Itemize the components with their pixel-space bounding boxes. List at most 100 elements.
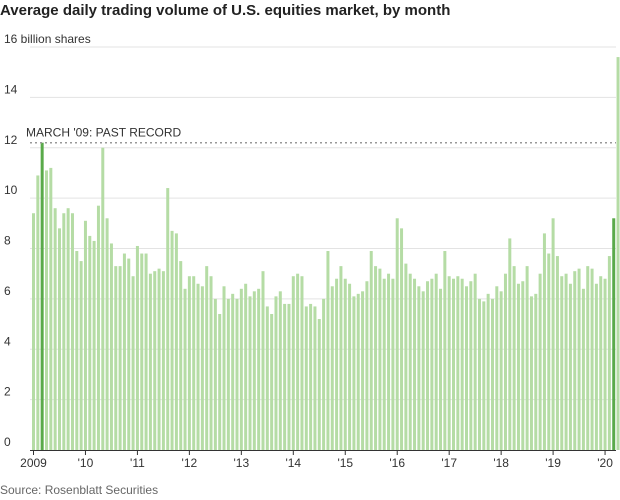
bar	[542, 233, 546, 450]
bar	[322, 298, 326, 451]
bar	[209, 276, 213, 450]
bar	[594, 283, 598, 450]
y-tick-label: 0	[4, 435, 11, 449]
bar	[369, 251, 373, 450]
bar	[278, 291, 282, 450]
y-tick-label: 16 billion shares	[4, 32, 91, 46]
bar	[218, 313, 222, 450]
bar	[309, 303, 313, 450]
bar	[205, 266, 209, 450]
bar	[62, 213, 66, 450]
bar	[607, 256, 611, 450]
bar	[421, 291, 425, 450]
bar	[560, 276, 564, 450]
y-tick-label: 2	[4, 385, 11, 399]
bar	[79, 261, 83, 450]
bar	[382, 278, 386, 450]
bar	[529, 296, 533, 450]
bar	[456, 276, 460, 450]
bar	[352, 296, 356, 450]
bar	[430, 278, 434, 450]
bar	[413, 278, 417, 450]
bars	[32, 57, 620, 451]
bar	[170, 230, 174, 450]
bar	[387, 273, 391, 450]
bar	[153, 271, 157, 450]
bar	[482, 301, 486, 450]
bar	[265, 306, 269, 450]
bar	[426, 281, 430, 450]
x-tick-label: '16	[389, 456, 405, 470]
bar	[391, 278, 395, 450]
bar	[92, 240, 96, 450]
bar	[551, 218, 555, 450]
bar	[395, 218, 399, 450]
bar	[417, 286, 421, 450]
bar	[447, 276, 451, 450]
bar	[127, 258, 131, 450]
bar	[439, 288, 443, 450]
y-tick-label: 14	[4, 82, 18, 96]
bar	[577, 268, 581, 450]
y-tick-label: 8	[4, 234, 11, 248]
bar	[547, 253, 551, 450]
bar	[590, 268, 594, 450]
bar	[521, 281, 525, 450]
bar	[313, 306, 317, 450]
bar	[339, 266, 343, 450]
bar	[304, 306, 308, 450]
bar	[148, 273, 152, 450]
bar	[486, 293, 490, 450]
bar	[187, 276, 191, 450]
bar	[512, 266, 516, 450]
bar	[70, 213, 74, 450]
bar	[555, 256, 559, 450]
bar	[330, 286, 334, 450]
bar	[32, 213, 35, 450]
bar	[213, 298, 217, 451]
bar	[465, 286, 468, 450]
bar	[495, 286, 499, 450]
bar	[525, 266, 529, 450]
bar	[53, 208, 57, 450]
bar	[105, 218, 109, 450]
x-tick-label: '10	[78, 456, 94, 470]
bar	[270, 313, 274, 450]
reference-line-label: MARCH '09: PAST RECORD	[26, 126, 182, 140]
bar	[452, 278, 456, 450]
bar	[244, 283, 248, 450]
bar	[66, 208, 70, 450]
bar	[101, 147, 105, 450]
bar	[538, 273, 542, 450]
bar	[252, 291, 256, 450]
source-note: Source: Rosenblatt Securities	[0, 483, 159, 497]
bar	[88, 235, 92, 450]
bar	[443, 251, 447, 450]
x-tick-label: '17	[441, 456, 457, 470]
x-tick-label: '14	[285, 456, 301, 470]
bar	[248, 296, 252, 450]
y-tick-label: 6	[4, 284, 11, 298]
bar	[356, 293, 360, 450]
bar	[49, 167, 53, 450]
y-tick-label: 12	[4, 133, 18, 147]
x-axis	[30, 450, 616, 455]
bar	[300, 276, 304, 450]
bar	[75, 251, 79, 450]
bar	[274, 296, 278, 450]
chart-title: Average daily trading volume of U.S. equ…	[0, 2, 451, 19]
bar	[378, 268, 382, 450]
bar	[114, 266, 118, 450]
bar	[135, 245, 139, 450]
bar	[477, 298, 481, 451]
bar	[573, 271, 577, 450]
bar	[508, 238, 512, 450]
bar	[460, 278, 464, 450]
bar	[96, 205, 100, 450]
bar	[283, 303, 287, 450]
y-tick-label: 4	[4, 334, 11, 348]
bar	[36, 175, 40, 450]
bar	[343, 278, 347, 450]
bar	[166, 188, 170, 451]
bar	[57, 228, 61, 450]
